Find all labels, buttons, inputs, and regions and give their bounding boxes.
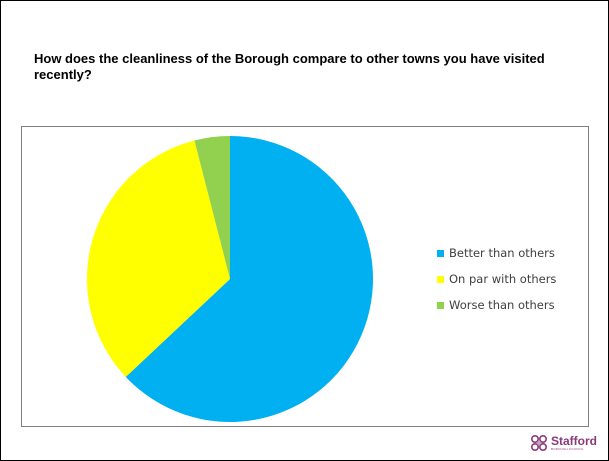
- legend-label: On par with others: [449, 272, 557, 286]
- pie-slice-on-par-with-others: [87, 140, 230, 377]
- legend-swatch: [437, 275, 444, 283]
- legend-item: On par with others: [437, 266, 587, 292]
- legend-swatch: [437, 249, 444, 257]
- chart-area: Better than others On par with others Wors…: [21, 126, 589, 427]
- legend-item: Better than others: [437, 240, 587, 266]
- question-title: How does the cleanliness of the Borough …: [34, 51, 545, 82]
- pie-slice-worse-than-others: [194, 136, 230, 279]
- logo-subtitle: BOROUGH COUNCIL: [551, 447, 584, 451]
- stafford-knot-icon: [530, 434, 548, 452]
- legend-swatch: [437, 301, 444, 309]
- legend-item: Worse than others: [437, 292, 587, 318]
- logo-name: Stafford: [551, 434, 597, 448]
- pie-chart: [87, 136, 374, 422]
- stafford-logo: Stafford BOROUGH COUNCIL: [529, 431, 599, 455]
- pie-slice-better-than-others: [125, 136, 374, 422]
- legend-label: Worse than others: [449, 298, 555, 312]
- legend-label: Better than others: [449, 246, 555, 260]
- chart-legend: Better than others On par with others Wors…: [437, 240, 587, 318]
